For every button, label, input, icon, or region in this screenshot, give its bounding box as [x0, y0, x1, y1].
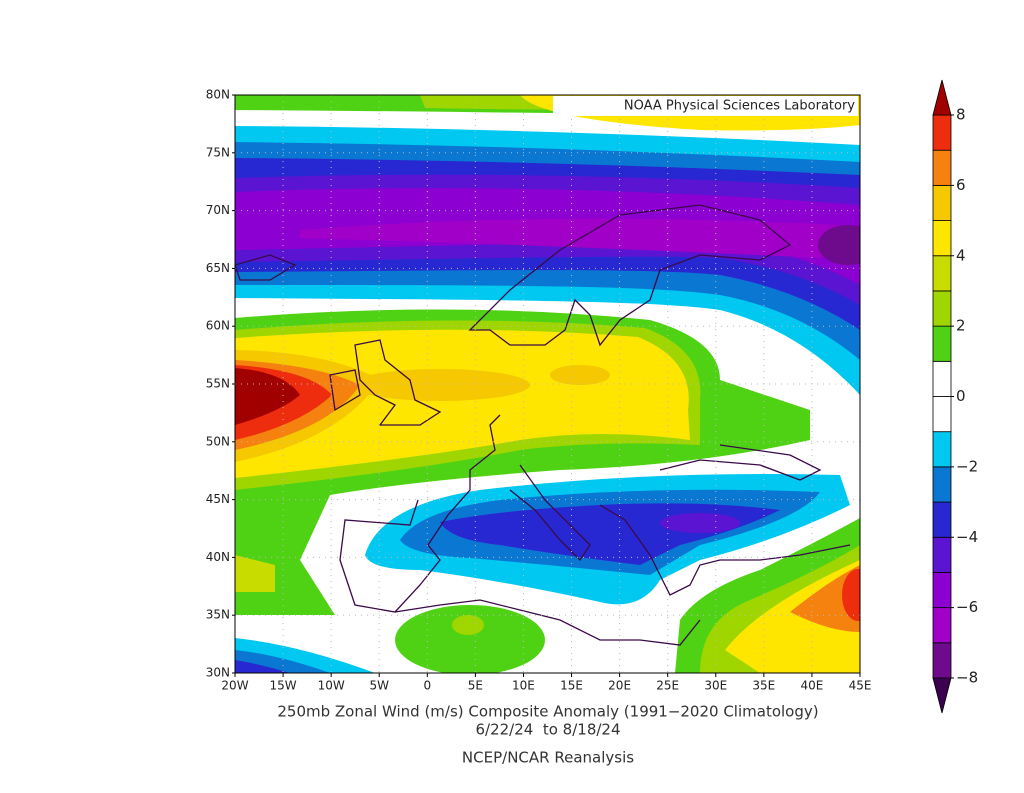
lat-tick-label: 35N [206, 608, 230, 622]
lat-tick-label: 80N [206, 88, 230, 102]
lat-tick-label: 30N [206, 666, 230, 680]
colorbar-band [932, 290, 952, 327]
colorbar-band [932, 466, 952, 503]
source: NCEP/NCAR Reanalysis [462, 749, 634, 767]
lat-tick-label: 50N [206, 434, 230, 448]
dates: 6/22/24 to 8/18/24 [475, 721, 620, 739]
colorbar-band [932, 360, 952, 397]
colorbar-band [932, 114, 952, 151]
lon-tick-label: 10W [318, 679, 345, 693]
lon-tick-label: 25E [656, 679, 679, 693]
colorbar-under [932, 677, 952, 714]
lat-tick-label: 55N [206, 377, 230, 391]
lon-tick-label: 40E [800, 679, 823, 693]
colorbar-band [932, 501, 952, 538]
colorbar-tick-label: −2 [956, 457, 978, 475]
anomaly-field [235, 95, 860, 673]
lon-tick-label: 5E [468, 679, 483, 693]
lat-tick-label: 40N [206, 550, 230, 564]
colorbar-band [932, 325, 952, 362]
lat-tick-label: 70N [206, 203, 230, 217]
lon-tick-label: 45E [849, 679, 872, 693]
colorbar-tick-label: −4 [956, 528, 978, 546]
lon-tick-label: 15E [560, 679, 583, 693]
colorbar-tick-label: −6 [956, 598, 978, 616]
colorbar-tick-label: 6 [956, 176, 966, 194]
lon-tick-label: 5W [369, 679, 389, 693]
lon-tick-label: 15W [270, 679, 297, 693]
colorbar-band [932, 220, 952, 257]
colorbar-band [932, 184, 952, 221]
colorbar-tick-label: 8 [956, 106, 966, 124]
lon-tick-label: 35E [752, 679, 775, 693]
colorbar-tick-label: 0 [956, 387, 966, 405]
colorbar-band [932, 536, 952, 573]
lon-tick-label: 0 [423, 679, 431, 693]
lon-tick-label: 10E [512, 679, 535, 693]
colorbar-band [932, 149, 952, 186]
colorbar-band [932, 607, 952, 644]
colorbar-tick-label: 2 [956, 317, 966, 335]
lon-tick-label: 20W [221, 679, 248, 693]
colorbar-band [932, 255, 952, 292]
colorbar-band [932, 572, 952, 609]
lat-tick-label: 75N [206, 145, 230, 159]
credit: NOAA Physical Sciences Laboratory [624, 99, 855, 114]
lat-tick-label: 60N [206, 319, 230, 333]
lon-tick-label: 20E [608, 679, 631, 693]
lon-tick-label: 30E [704, 679, 727, 693]
colorbar-band [932, 396, 952, 433]
credit-box [553, 96, 858, 116]
colorbar-tick-label: 4 [956, 246, 966, 264]
colorbar-band [932, 642, 952, 679]
lat-tick-label: 65N [206, 261, 230, 275]
colorbar-over [932, 79, 952, 116]
colorbar-band [932, 431, 952, 468]
title: 250mb Zonal Wind (m/s) Composite Anomaly… [277, 703, 818, 721]
lat-tick-label: 45N [206, 492, 230, 506]
colorbar-tick-label: −8 [956, 669, 978, 687]
